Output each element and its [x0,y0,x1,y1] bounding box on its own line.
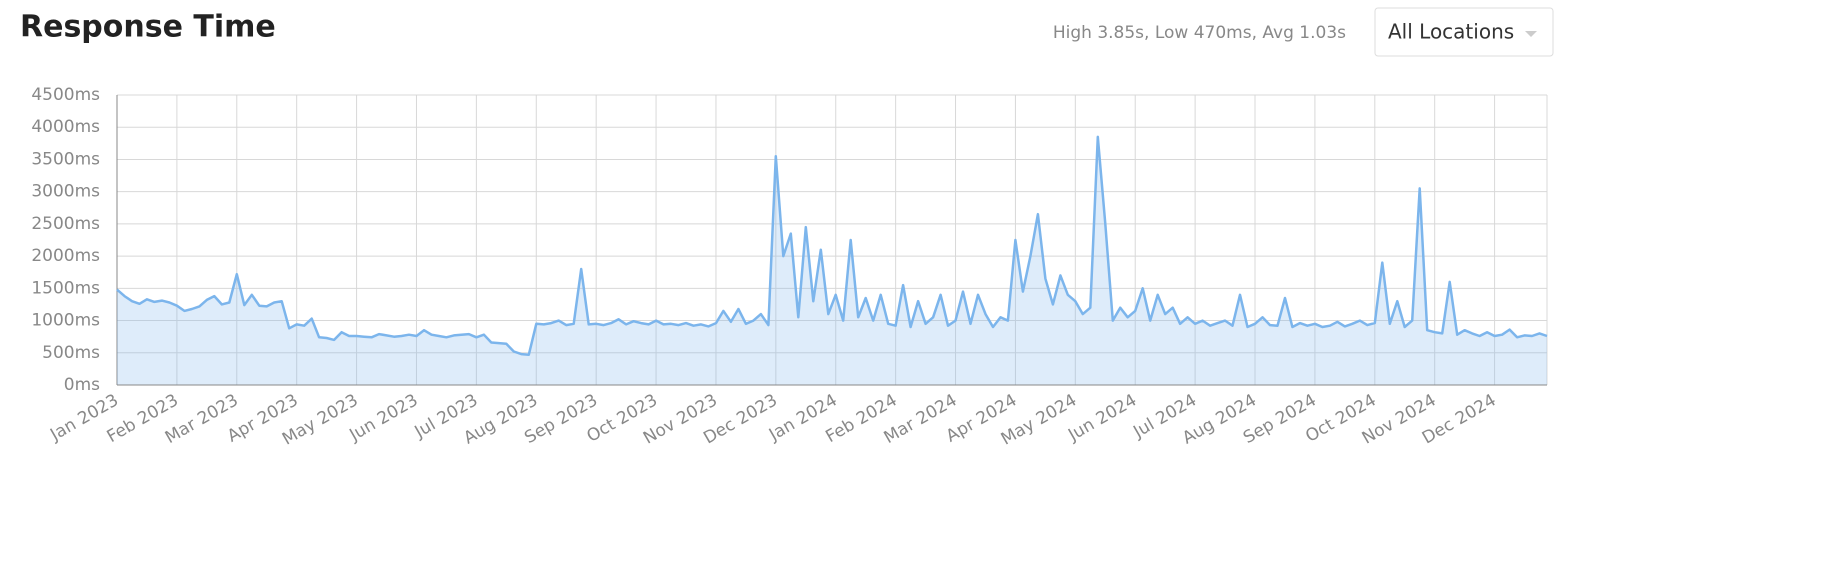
dropdown-label[interactable]: All Locations [1388,20,1514,44]
y-tick-label: 0ms [64,375,100,395]
dropdown-arrow[interactable] [1525,31,1537,37]
line [116,135,1548,356]
y-tick-label: 2500ms [31,214,100,234]
location-dropdown[interactable]: All Locations [1374,7,1554,57]
y-tick-label: 2000ms [31,246,100,266]
y-tick-label: 4000ms [31,117,100,137]
chart-title: Response Time [20,10,276,45]
y-tick-label: 3000ms [31,182,100,202]
x-tick-label: Jun 2024 [1064,390,1140,445]
y-tick-label: 4500ms [31,85,100,105]
x-tick-label: Jun 2023 [345,390,421,445]
area [117,136,1547,385]
y-tick-label: 500ms [42,343,100,363]
y-tick-label: 1500ms [31,278,100,298]
y-tick-label: 3500ms [31,149,100,169]
y-tick-label: 1000ms [31,311,100,331]
dropdown-box[interactable] [1374,7,1554,57]
summary: High 3.85s, Low 470ms, Avg 1.03s [1053,23,1346,43]
